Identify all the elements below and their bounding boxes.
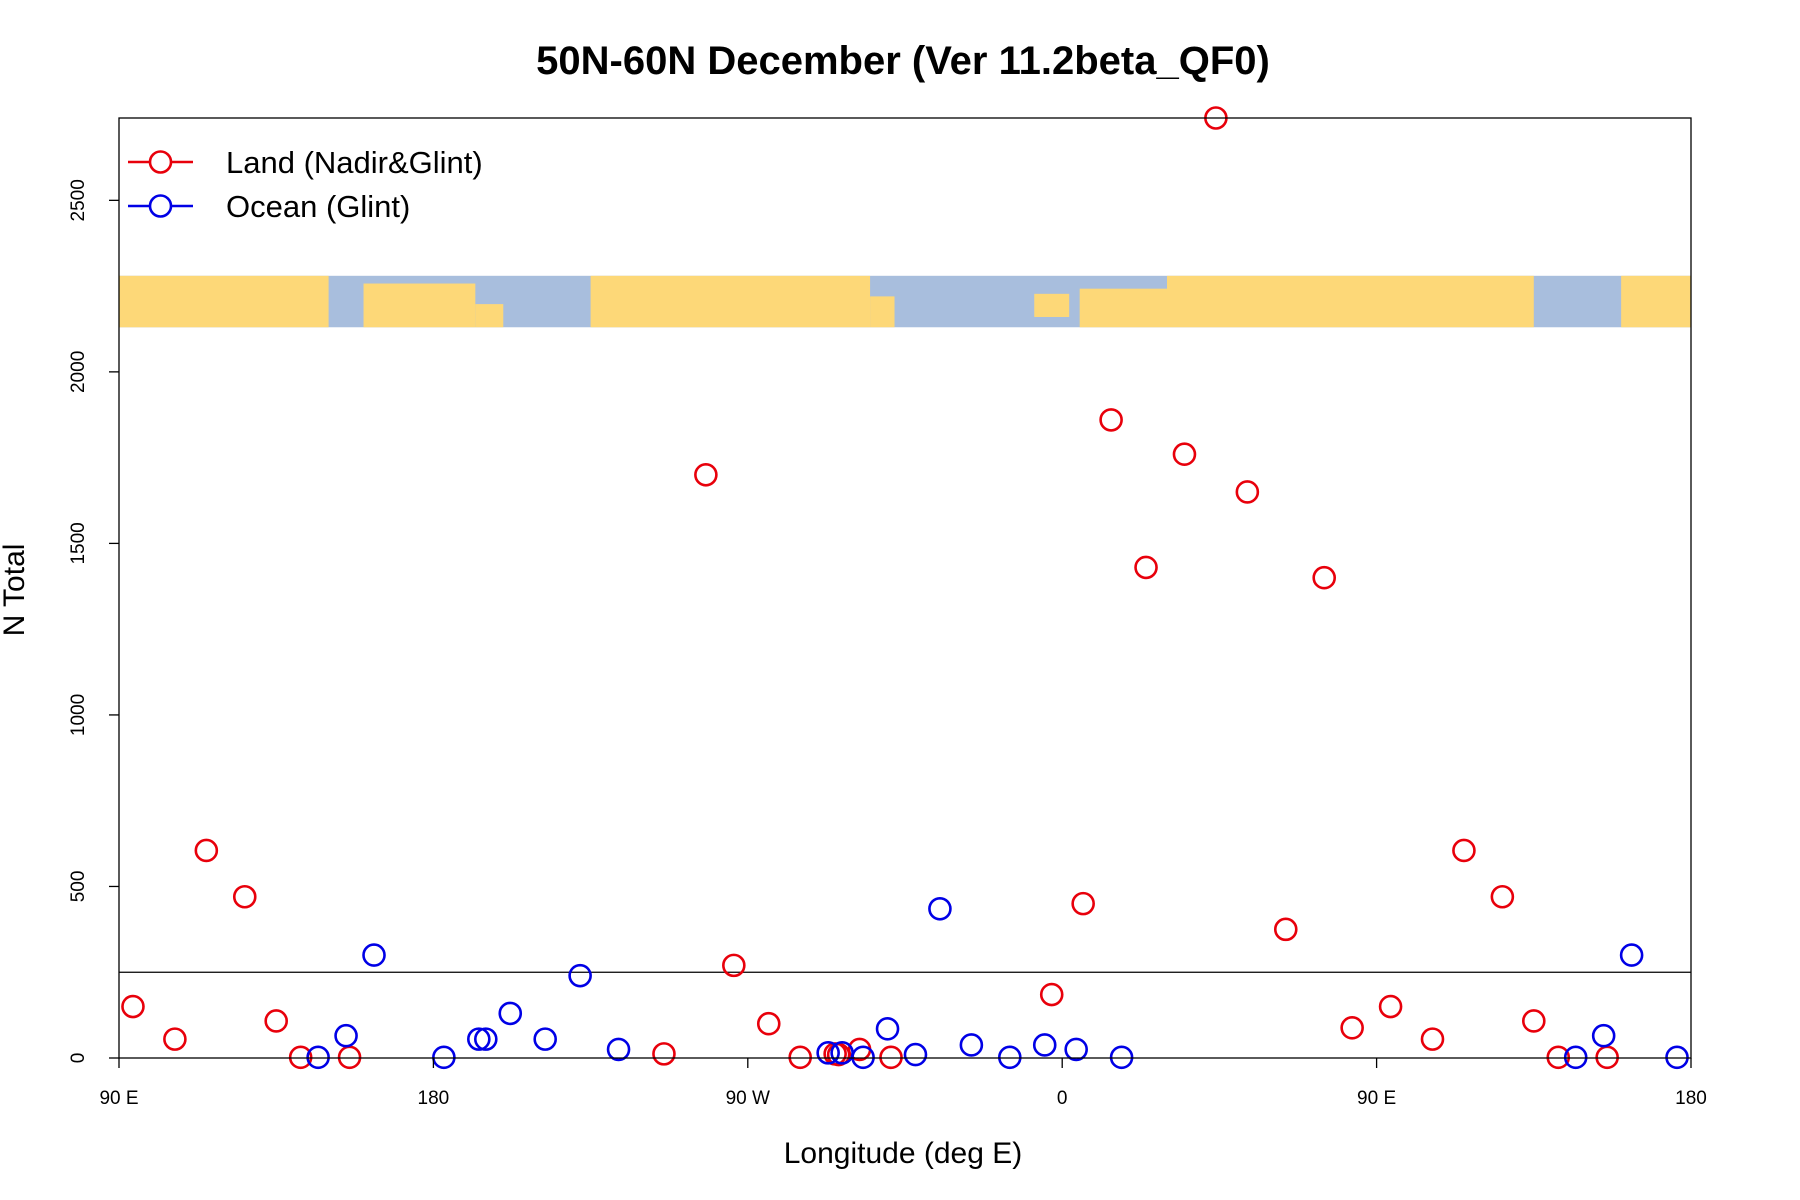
map-land-region <box>363 283 476 328</box>
legend-marker <box>148 150 173 174</box>
world-map-strip <box>119 275 1691 328</box>
data-point <box>467 1027 491 1051</box>
data-point <box>362 943 386 967</box>
map-land-region <box>590 275 871 328</box>
y-tick-label: 2000 <box>68 351 89 393</box>
data-point <box>1312 565 1336 590</box>
data-point <box>334 1023 358 1048</box>
data-point <box>1665 1045 1689 1070</box>
data-point <box>1619 943 1644 967</box>
legend: Land (Nadir&Glint) Ocean (Glint) <box>128 145 483 224</box>
data-point <box>1340 1016 1364 1040</box>
data-point <box>432 1045 456 1070</box>
chart-title: 50N-60N December (Ver 11.2beta_QF0) <box>536 39 1270 83</box>
y-tick-label: 1500 <box>68 522 89 564</box>
data-point <box>1420 1027 1445 1051</box>
legend-marker <box>148 194 173 218</box>
data-point <box>1273 917 1298 942</box>
data-point <box>903 1042 928 1067</box>
data-point <box>879 1045 903 1070</box>
map-land-region <box>1079 288 1167 328</box>
x-tick-label: 180 <box>418 1088 450 1109</box>
x-tick-label: 180 <box>1675 1088 1707 1109</box>
data-point <box>1546 1045 1571 1070</box>
data-point <box>264 1009 289 1033</box>
plot-frame <box>118 117 1692 1059</box>
data-point <box>959 1033 984 1057</box>
data-point <box>473 1027 498 1051</box>
data-point <box>756 1011 781 1036</box>
data-point <box>928 896 952 921</box>
x-axis: 90 E 180 90 W 0 90 E 180 <box>99 1058 1707 1109</box>
map-land-region <box>870 296 895 328</box>
map-land <box>119 275 1691 328</box>
y-axis-label: N Total <box>0 544 31 637</box>
data-point <box>1172 442 1197 467</box>
data-point <box>722 953 746 978</box>
map-land-region <box>475 304 504 328</box>
map-land-region <box>1034 293 1070 317</box>
data-point <box>1563 1045 1588 1070</box>
data-point <box>1099 408 1123 432</box>
map-land-region <box>1167 275 1534 328</box>
data-point <box>288 1045 313 1070</box>
data-point <box>997 1045 1022 1070</box>
data-point <box>163 1027 187 1051</box>
data-point <box>1109 1045 1134 1070</box>
data-point <box>606 1037 631 1062</box>
y-tick-label: 0 <box>68 1053 89 1064</box>
x-tick-label: 90 W <box>726 1088 770 1109</box>
data-point <box>498 1001 523 1026</box>
data-point <box>1071 891 1095 916</box>
data-point <box>1522 1009 1546 1033</box>
data-point <box>1235 480 1260 504</box>
y-tick-label: 2500 <box>68 179 89 221</box>
data-point <box>121 994 145 1019</box>
y-tick-label: 1000 <box>68 694 89 736</box>
data-point <box>851 1045 875 1070</box>
y-axis: 0 500 1000 1500 2000 2500 <box>68 179 119 1063</box>
data-point <box>1490 884 1515 909</box>
data-point <box>1032 1033 1057 1057</box>
data-point <box>232 884 257 909</box>
data-point <box>875 1017 900 1041</box>
map-land-region <box>1621 275 1691 328</box>
series-1 <box>306 896 1689 1070</box>
data-point <box>816 1041 840 1065</box>
x-tick-label: 90 E <box>99 1088 138 1109</box>
series-0 <box>121 106 1619 1070</box>
data-point <box>306 1045 330 1070</box>
x-axis-label: Longitude (deg E) <box>784 1137 1023 1170</box>
legend-label: Land (Nadir&Glint) <box>226 145 483 180</box>
data-point <box>694 462 718 487</box>
data-point <box>1039 982 1064 1007</box>
data-point <box>1452 838 1476 863</box>
data-point <box>568 963 592 988</box>
x-tick-label: 0 <box>1057 1088 1068 1109</box>
data-point <box>1134 555 1158 580</box>
data-points <box>121 106 1689 1070</box>
data-point <box>194 838 219 863</box>
data-point <box>1591 1023 1616 1048</box>
data-point <box>652 1042 676 1066</box>
legend-label: Ocean (Glint) <box>226 189 410 224</box>
map-land-region <box>119 275 329 328</box>
data-point <box>1378 994 1403 1019</box>
y-tick-label: 500 <box>68 871 89 903</box>
data-point <box>533 1027 557 1051</box>
data-point <box>1064 1037 1088 1062</box>
x-tick-label: 90 E <box>1357 1088 1396 1109</box>
data-point <box>788 1045 813 1070</box>
